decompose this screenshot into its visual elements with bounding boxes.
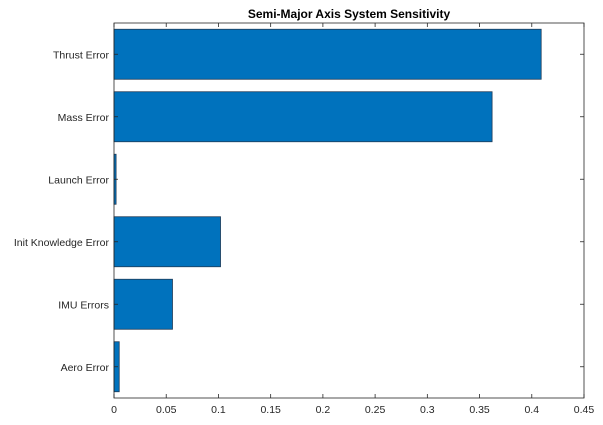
chart-title: Semi-Major Axis System Sensitivity (248, 7, 451, 21)
bar-init-knowledge-error (113, 216, 221, 268)
bar-thrust-error (113, 28, 542, 80)
y-category-label: IMU Errors (58, 299, 109, 311)
y-category-label: Thrust Error (53, 49, 110, 61)
axes-box (113, 22, 585, 399)
bar-mass-error (113, 91, 493, 143)
x-tick-label: 0 (111, 404, 117, 416)
x-tick-label: 0.05 (156, 404, 177, 416)
x-tick-label: 0.35 (469, 404, 490, 416)
x-tick-label: 0.3 (420, 404, 435, 416)
x-tick-label: 0.1 (211, 404, 226, 416)
x-tick-label: 0.45 (574, 404, 595, 416)
y-category-label: Mass Error (58, 112, 110, 124)
y-category-label: Aero Error (61, 362, 110, 374)
y-category-label: Init Knowledge Error (14, 237, 110, 249)
x-tick-label: 0.15 (260, 404, 281, 416)
bar-imu-errors (113, 278, 173, 330)
x-tick-label: 0.4 (524, 404, 539, 416)
y-category-label: Launch Error (48, 174, 109, 186)
plot-area: 0 0.05 0.1 0.15 0.2 0.25 0.3 0.35 0.4 0.45 Thrust … (14, 22, 595, 416)
x-tick-label: 0.25 (365, 404, 386, 416)
x-tick-label: 0.2 (316, 404, 331, 416)
